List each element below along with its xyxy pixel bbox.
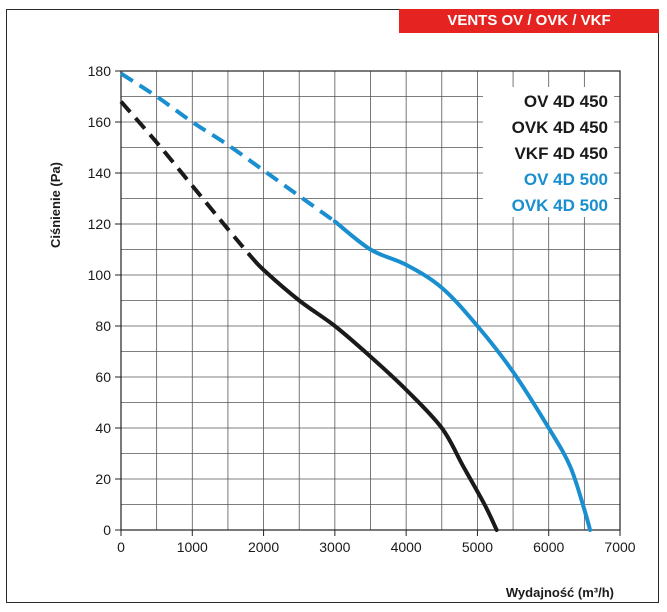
- y-tick-label: 0: [103, 522, 111, 538]
- plot-border-rect: [120, 70, 621, 531]
- legend-entry: OV 4D 450: [524, 92, 608, 111]
- x-tick-label: 7000: [604, 539, 635, 555]
- chart-legend: OV 4D 450 OVK 4D 450 VKF 4D 450 OV 4D 500 OV…: [483, 87, 614, 217]
- x-tick-label: 0: [117, 539, 125, 555]
- y-tick-label: 100: [88, 267, 112, 283]
- product-series-badge: VENTS OV / OVK / VKF: [399, 9, 659, 33]
- y-tick-label: 140: [88, 165, 112, 181]
- y-tick-label: 80: [95, 318, 111, 334]
- legend-entry: VKF 4D 450: [514, 144, 608, 163]
- legend-entry: OV 4D 500: [524, 170, 608, 189]
- x-tick-label: 5000: [462, 539, 493, 555]
- y-axis-label: Ciśnienie (Pa): [48, 162, 63, 248]
- y-tick-label: 160: [88, 114, 112, 130]
- series-0-solid-line: [247, 252, 499, 532]
- y-tick-label: 20: [95, 471, 111, 487]
- x-tick-label: 1000: [177, 539, 208, 555]
- plot-area-border: [120, 70, 621, 531]
- legend-entry: OVK 4D 500: [512, 196, 608, 215]
- x-axis-label: Wydajność (m³/h): [506, 585, 614, 600]
- y-tick-label: 40: [95, 420, 111, 436]
- y-tick-label: 60: [95, 369, 111, 385]
- x-tick-label: 4000: [391, 539, 422, 555]
- legend-entry: OVK 4D 450: [512, 118, 608, 137]
- performance-curves: [119, 71, 593, 532]
- x-tick-label: 6000: [533, 539, 564, 555]
- x-tick-label: 2000: [248, 539, 279, 555]
- legend-background: [483, 87, 614, 217]
- series-0-dashed-line: [119, 100, 251, 256]
- y-tick-label: 120: [88, 216, 112, 232]
- x-axis-ticks: 0 1000 2000 3000 4000 5000 6000 7000: [117, 530, 636, 555]
- x-tick-label: 3000: [319, 539, 350, 555]
- y-tick-label: 180: [88, 63, 112, 79]
- series-1-solid-line: [332, 219, 593, 532]
- y-axis-ticks: 0 20 40 60 80 100 120 140 160 180: [88, 63, 121, 538]
